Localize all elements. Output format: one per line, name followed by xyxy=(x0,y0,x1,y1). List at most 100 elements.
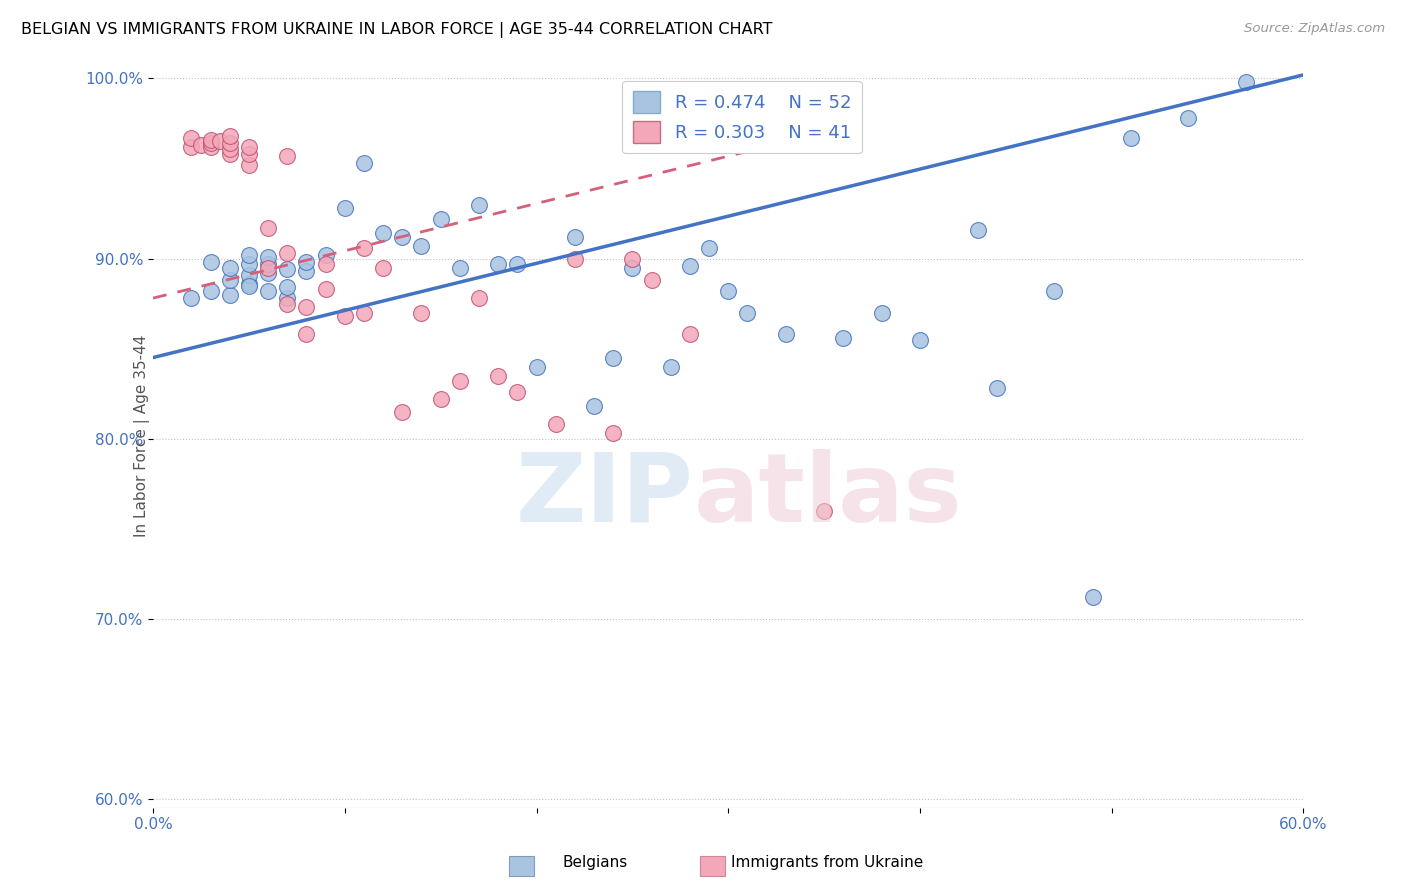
Point xyxy=(1177,111,1199,125)
Point xyxy=(468,291,491,305)
Point xyxy=(218,287,240,301)
Point xyxy=(449,374,471,388)
Point xyxy=(295,264,318,278)
Point xyxy=(353,241,375,255)
Point xyxy=(333,201,356,215)
Point xyxy=(1119,131,1142,145)
Point xyxy=(468,197,491,211)
Point xyxy=(218,147,240,161)
Text: Source: ZipAtlas.com: Source: ZipAtlas.com xyxy=(1244,22,1385,36)
Point xyxy=(486,257,509,271)
Point xyxy=(315,257,337,271)
Point xyxy=(621,252,644,266)
Point xyxy=(190,138,212,153)
Point xyxy=(200,136,222,151)
Point xyxy=(295,327,318,342)
Point xyxy=(506,384,529,399)
Point xyxy=(602,351,624,365)
Point xyxy=(276,262,298,277)
Point xyxy=(238,140,260,154)
Point xyxy=(218,136,240,151)
Point xyxy=(200,284,222,298)
Point xyxy=(180,140,202,154)
Point xyxy=(659,359,682,374)
Point xyxy=(775,327,797,342)
Point xyxy=(257,250,280,264)
Point xyxy=(180,131,202,145)
Point xyxy=(429,392,451,406)
Point xyxy=(257,260,280,275)
Point xyxy=(564,230,586,244)
Text: atlas: atlas xyxy=(693,449,962,541)
Point xyxy=(697,241,720,255)
Text: Immigrants from Ukraine: Immigrants from Ukraine xyxy=(731,855,924,870)
Point xyxy=(1043,284,1066,298)
Text: ZIP: ZIP xyxy=(516,449,693,541)
Point xyxy=(679,259,702,273)
Point xyxy=(544,417,567,432)
Point xyxy=(200,255,222,269)
Point xyxy=(449,260,471,275)
Point xyxy=(276,246,298,260)
Point xyxy=(238,158,260,172)
Point xyxy=(315,282,337,296)
Point xyxy=(238,248,260,262)
Point xyxy=(238,257,260,271)
Point xyxy=(353,156,375,170)
Point xyxy=(218,142,240,156)
Point xyxy=(371,227,394,241)
Point xyxy=(391,230,413,244)
Point xyxy=(371,260,394,275)
Point xyxy=(582,399,605,413)
Point xyxy=(1234,75,1257,89)
Point xyxy=(295,255,318,269)
Point xyxy=(986,381,1008,395)
Point xyxy=(813,503,835,517)
Point xyxy=(315,248,337,262)
Point xyxy=(238,278,260,293)
Point xyxy=(238,147,260,161)
Point xyxy=(506,257,529,271)
Point xyxy=(200,140,222,154)
Point xyxy=(411,305,433,319)
Point xyxy=(218,273,240,287)
Point xyxy=(832,331,855,345)
Point xyxy=(276,149,298,163)
Point xyxy=(717,284,740,298)
Point xyxy=(429,211,451,226)
Point xyxy=(737,305,759,319)
Point xyxy=(1081,590,1104,604)
Point xyxy=(679,327,702,342)
Point xyxy=(333,309,356,323)
Point xyxy=(391,404,413,418)
Point xyxy=(526,359,548,374)
Point xyxy=(966,223,988,237)
Point xyxy=(276,291,298,305)
Y-axis label: In Labor Force | Age 35-44: In Labor Force | Age 35-44 xyxy=(134,334,150,537)
Point xyxy=(257,266,280,280)
Point xyxy=(238,268,260,282)
Point xyxy=(257,257,280,271)
Point xyxy=(180,291,202,305)
Text: Belgians: Belgians xyxy=(562,855,627,870)
Legend: R = 0.474    N = 52, R = 0.303    N = 41: R = 0.474 N = 52, R = 0.303 N = 41 xyxy=(623,80,862,153)
Point xyxy=(218,260,240,275)
Point xyxy=(411,239,433,253)
Point xyxy=(295,300,318,314)
Point xyxy=(621,260,644,275)
Point xyxy=(257,284,280,298)
Point xyxy=(353,305,375,319)
Point xyxy=(870,305,893,319)
Point xyxy=(276,280,298,294)
Point xyxy=(200,133,222,147)
Point xyxy=(238,277,260,291)
Text: BELGIAN VS IMMIGRANTS FROM UKRAINE IN LABOR FORCE | AGE 35-44 CORRELATION CHART: BELGIAN VS IMMIGRANTS FROM UKRAINE IN LA… xyxy=(21,22,772,38)
Point xyxy=(564,252,586,266)
Point xyxy=(218,129,240,144)
Point xyxy=(209,135,232,149)
Point xyxy=(257,221,280,235)
Point xyxy=(640,273,662,287)
Point xyxy=(486,368,509,383)
Point xyxy=(276,296,298,310)
Point xyxy=(908,333,931,347)
